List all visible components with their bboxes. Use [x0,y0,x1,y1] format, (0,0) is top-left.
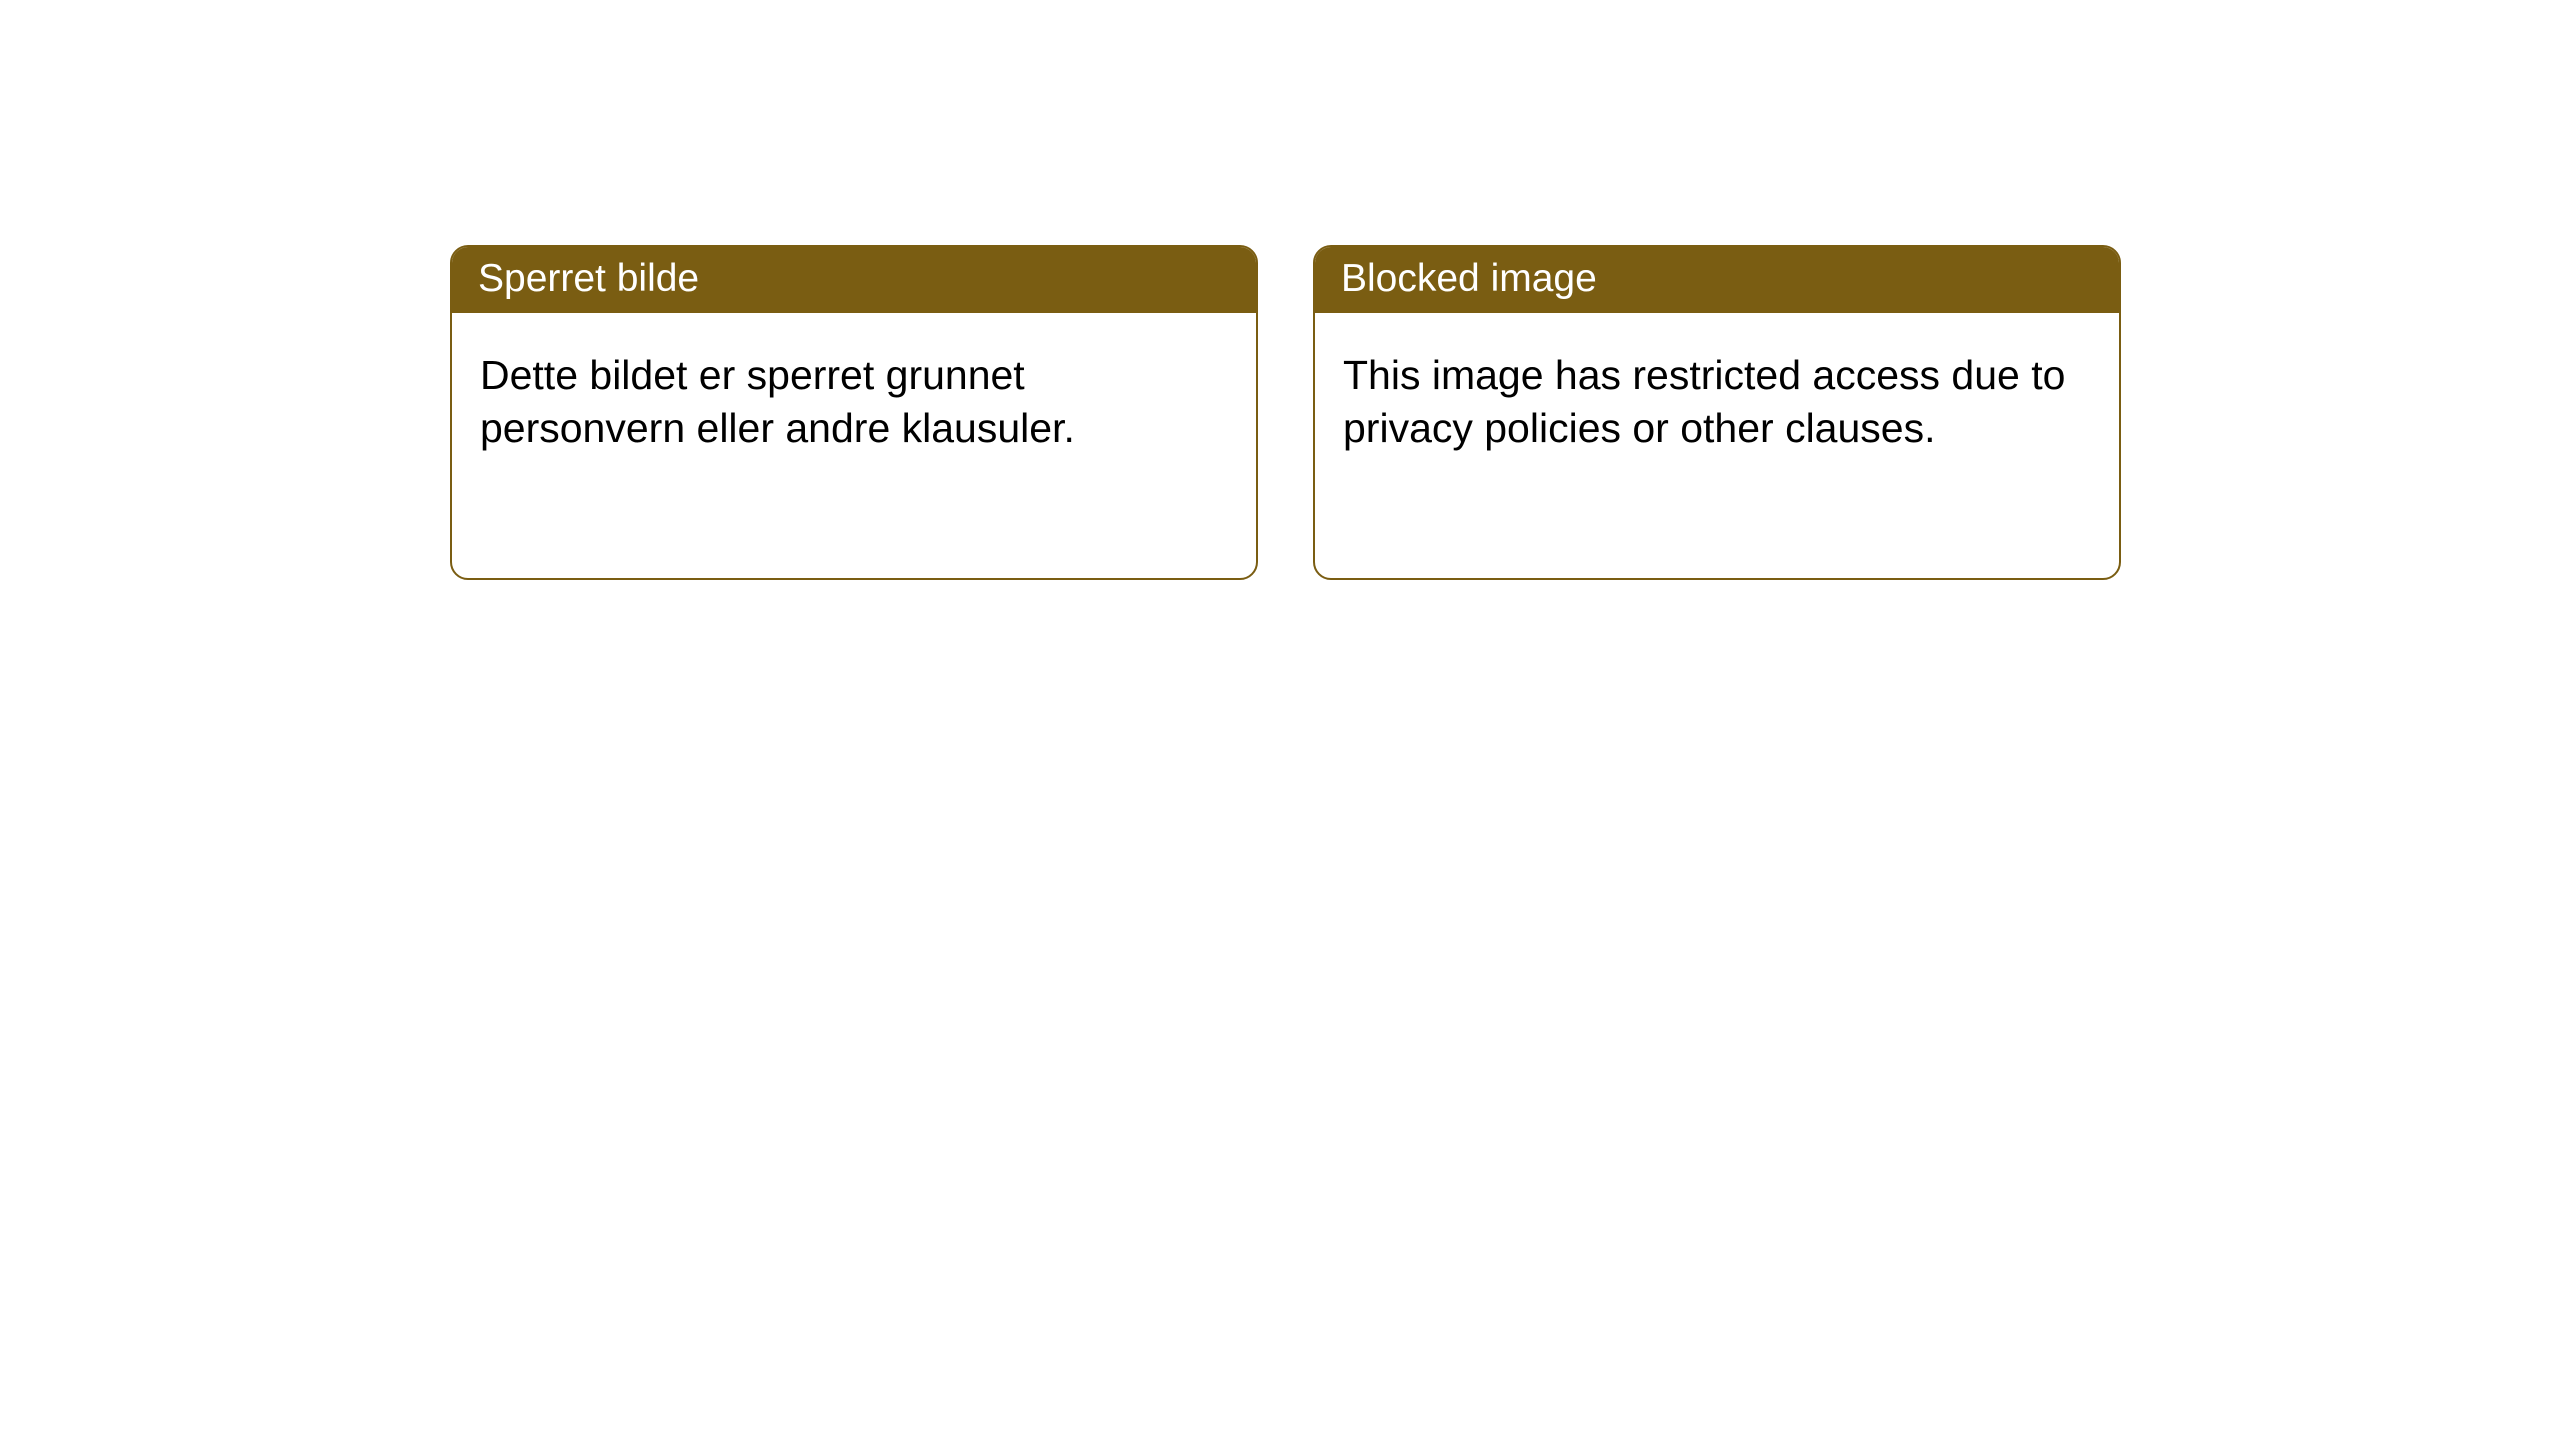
card-body-en: This image has restricted access due to … [1315,313,2119,492]
card-header-en: Blocked image [1315,247,2119,313]
notice-cards-container: Sperret bilde Dette bildet er sperret gr… [450,245,2560,580]
blocked-image-card-en: Blocked image This image has restricted … [1313,245,2121,580]
card-body-no: Dette bildet er sperret grunnet personve… [452,313,1256,492]
blocked-image-card-no: Sperret bilde Dette bildet er sperret gr… [450,245,1258,580]
card-header-no: Sperret bilde [452,247,1256,313]
